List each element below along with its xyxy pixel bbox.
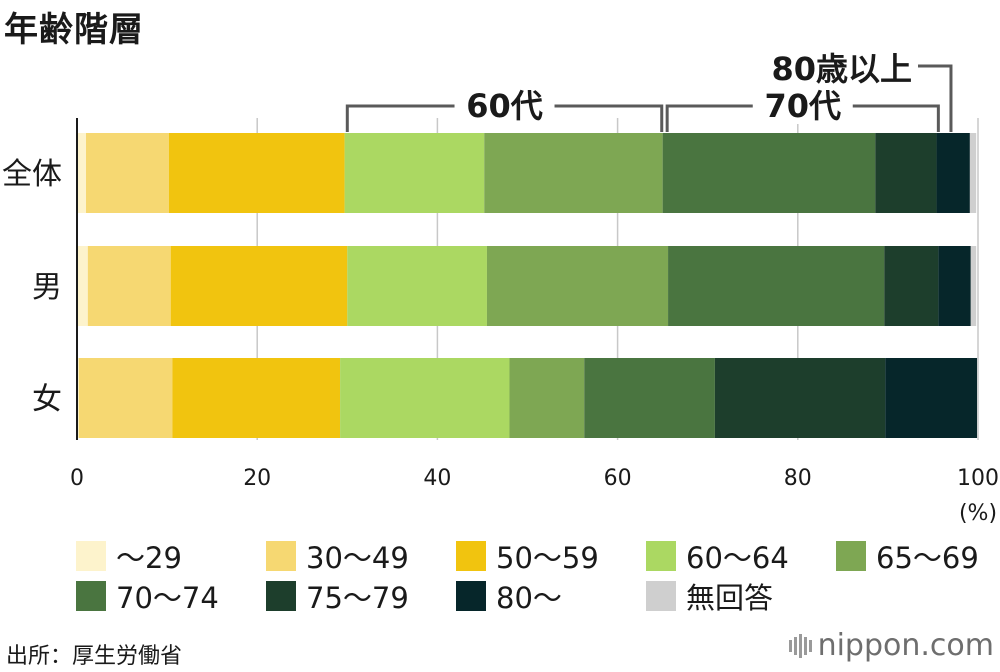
logo-bars-icon [788,633,812,658]
legend-item-1: 30～49 [266,538,409,575]
bar-segment-0-8 [969,133,977,213]
legend-swatch [76,541,106,571]
legend-label: 70～74 [116,581,219,615]
legend-item-8: 無回答 [646,578,774,615]
bracket-label-bg-0 [454,88,555,124]
bar-segment-1-0 [77,246,88,326]
legend-label: 無回答 [686,581,774,615]
bars [77,133,978,438]
category-label-0: 全体 [2,157,62,192]
bracket-2 [918,64,953,132]
bar-segment-1-7 [938,246,971,326]
legend-label: 75～79 [306,581,409,615]
bracket-label-1: 70代 [764,87,841,125]
x-tick-label-20: 20 [243,466,271,491]
bar-segment-1-6 [884,246,939,326]
legend-item-7: 80～ [456,578,562,615]
legend-item-4: 65～69 [836,538,979,575]
logo-text: nippon.com [817,628,994,663]
bar-segment-2-5 [584,358,715,438]
bar-segment-1-1 [87,246,171,326]
bracket-label-0: 60代 [466,87,543,125]
x-tick-label-0: 0 [70,466,84,491]
bar-segment-1-2 [170,246,348,326]
x-tick-label-60: 60 [604,466,632,491]
nippon-logo: nippon.com [788,628,994,663]
bar-segment-0-1 [86,133,169,213]
legend-swatch [456,581,486,611]
unit-label: (%) [959,501,997,526]
legend-swatch [266,581,296,611]
bar-segment-0-7 [936,133,970,213]
bar-segment-2-2 [172,358,341,438]
bar-segment-2-3 [340,358,510,438]
bar-segment-0-2 [168,133,345,213]
bar-segment-0-3 [344,133,485,213]
legend-label: 60～64 [686,541,789,575]
legend-item-0: ～29 [76,538,182,575]
category-label-1: 男 [32,270,62,305]
legend-label: 30～49 [306,541,409,575]
bar-segment-2-1 [78,358,173,438]
bar-segment-2-6 [714,358,886,438]
x-tick-label-40: 40 [423,466,451,491]
legend-swatch [456,541,486,571]
chart-title: 年齢階層 [4,10,144,50]
bar-segment-2-4 [509,358,585,438]
legend-swatch [646,581,676,611]
legend-swatch [76,581,106,611]
x-tick-label-100: 100 [957,466,999,491]
legend-label: 65～69 [876,541,979,575]
source-note: 出所：厚生労働省 [6,644,183,669]
legend-swatch [836,541,866,571]
bar-segment-0-4 [484,133,663,213]
bracket-label-bg-1 [752,88,853,124]
bar-segment-2-8 [977,358,978,438]
legend-swatch [646,541,676,571]
bar-segment-2-7 [885,358,978,438]
legend-item-3: 60～64 [646,538,789,575]
legend-item-2: 50～59 [456,538,599,575]
bar-segment-0-6 [875,133,937,213]
legend-label: 50～59 [496,541,599,575]
x-tick-label-80: 80 [784,466,812,491]
bar-segment-1-3 [347,246,487,326]
category-label-2: 女 [32,382,62,417]
bracket-label-2: 80歳以上 [771,50,912,88]
legend-item-5: 70～74 [76,578,219,615]
bar-segment-1-4 [486,246,669,326]
bar-segment-0-0 [77,133,87,213]
bar-segment-0-5 [662,133,876,213]
bar-segment-1-5 [668,246,885,326]
legend-item-6: 75～79 [266,578,409,615]
legend-label: 80～ [496,581,562,615]
legend-swatch [266,541,296,571]
bar-segment-1-8 [970,246,977,326]
legend-label: ～29 [116,541,182,575]
